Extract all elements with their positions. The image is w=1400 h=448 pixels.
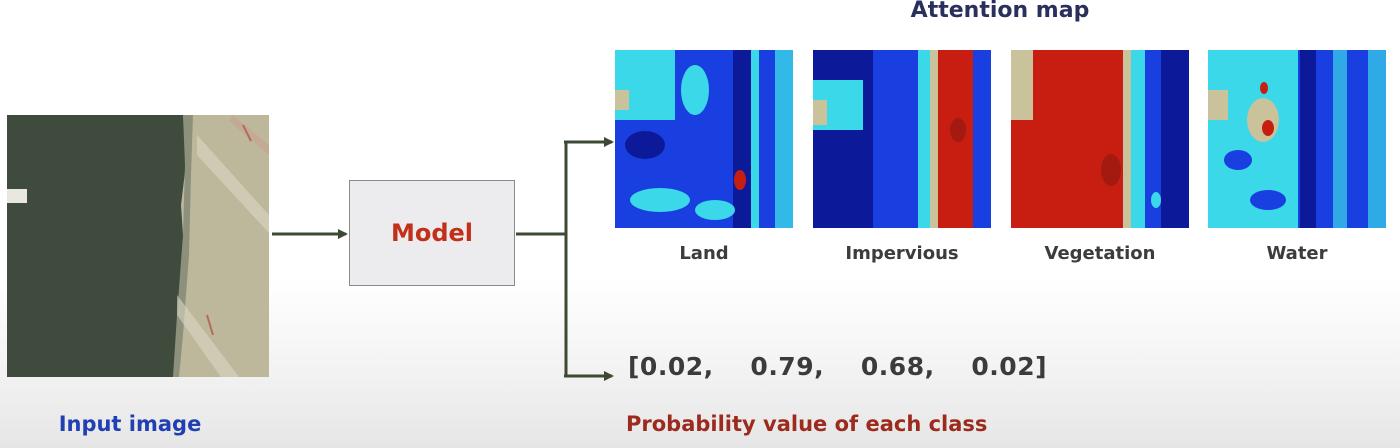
attention-label-impervious: Impervious — [845, 243, 959, 264]
attention-label-vegetation: Vegetation — [1044, 243, 1156, 264]
attention-map-impervious — [813, 50, 991, 228]
attention-map-land — [615, 50, 793, 228]
probability-label: Probability value of each class — [626, 412, 988, 436]
attention-label-land: Land — [679, 243, 729, 264]
model-label: Model — [390, 219, 474, 247]
input-image — [7, 115, 269, 377]
input-image-label: Input image — [58, 412, 202, 436]
probability-values: [0.02, 0.79, 0.68, 0.02] — [628, 352, 1048, 381]
model-box: Model — [349, 180, 515, 286]
attention-label-water: Water — [1266, 243, 1328, 264]
attention-map-water — [1208, 50, 1386, 228]
attention-map-title: Attention map — [910, 0, 1090, 23]
attention-map-vegetation — [1011, 50, 1189, 228]
